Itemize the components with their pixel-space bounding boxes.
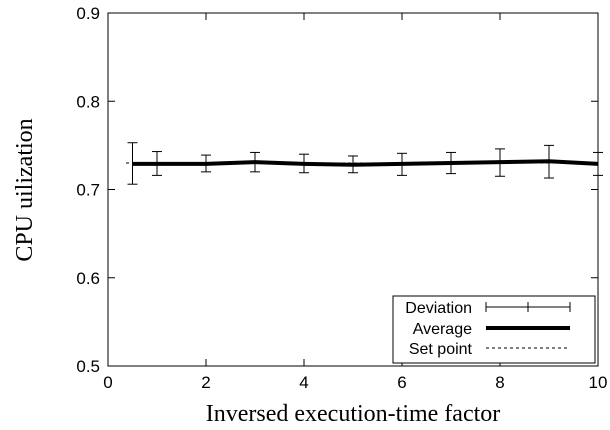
x-tick-label: 2 xyxy=(201,373,210,392)
legend: Deviation Average Set point xyxy=(392,295,596,364)
average-line xyxy=(132,159,599,167)
legend-label-set-point: Set point xyxy=(409,341,473,358)
x-tick-label: 8 xyxy=(495,373,504,392)
y-tick-label: 0.7 xyxy=(76,181,100,200)
x-axis-title: Inversed execution-time factor xyxy=(206,401,501,427)
y-tick-label: 0.5 xyxy=(76,357,100,376)
y-axis-ticks: 0.5 0.6 0.7 0.8 0.9 xyxy=(76,4,598,376)
y-tick-label: 0.8 xyxy=(76,92,100,111)
legend-label-average: Average xyxy=(413,321,472,338)
x-tick-label: 10 xyxy=(589,373,608,392)
x-tick-label: 4 xyxy=(299,373,308,392)
y-axis-title: CPU uilization xyxy=(12,118,38,261)
y-tick-label: 0.9 xyxy=(76,4,100,23)
x-axis-ticks: 0 2 4 6 8 10 xyxy=(103,13,607,392)
y-tick-label: 0.6 xyxy=(76,269,100,288)
x-tick-label: 6 xyxy=(397,373,406,392)
x-tick-label: 0 xyxy=(103,373,112,392)
legend-label-deviation: Deviation xyxy=(405,300,472,317)
average-series xyxy=(132,159,599,167)
legend-sample-deviation xyxy=(485,302,571,312)
